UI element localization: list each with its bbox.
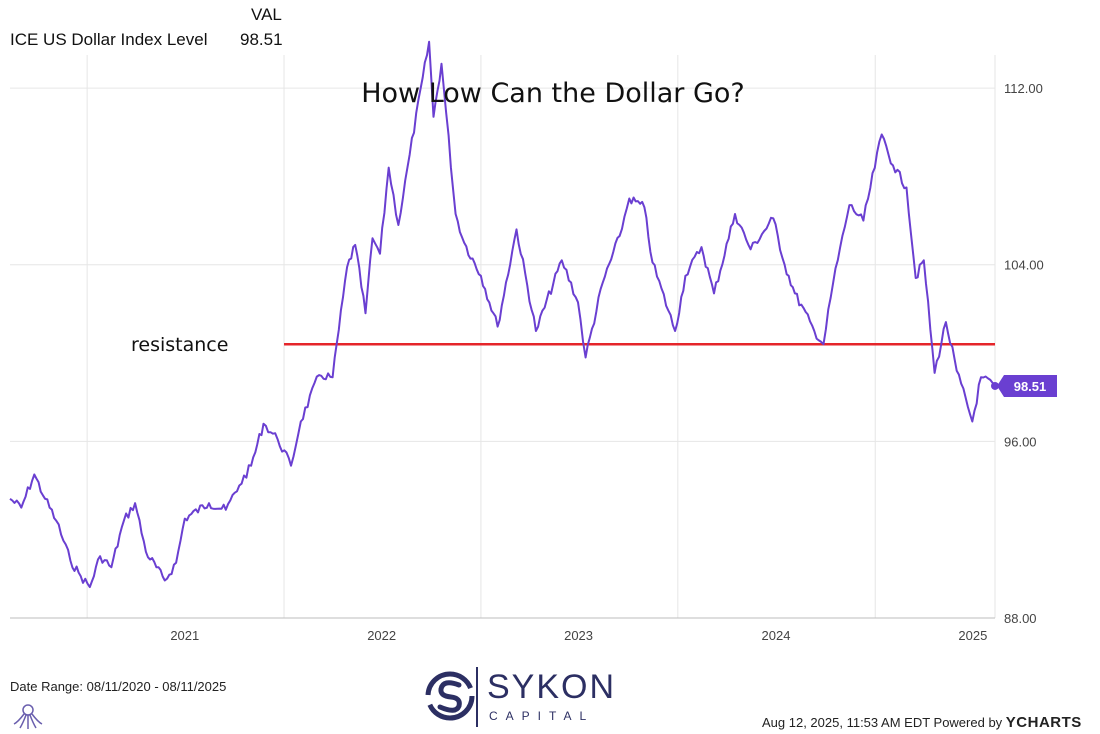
logo-subtitle: CAPITAL <box>489 709 595 723</box>
y-tick-label: 112.00 <box>1004 81 1043 96</box>
legend-column-header: VAL <box>251 5 282 24</box>
sykon-s-icon <box>425 671 475 721</box>
x-tick-labels: 2021 2022 2023 2024 2025 <box>170 628 987 643</box>
x-tick-label: 2021 <box>170 628 199 643</box>
y-tick-label: 88.00 <box>1004 611 1037 626</box>
footer-timestamp: Aug 12, 2025, 11:53 AM EDT Powered by <box>762 715 1003 730</box>
x-tick-label: 2025 <box>958 628 987 643</box>
series-line-dollar-index <box>9 40 996 589</box>
logo-name: SYKON <box>487 668 617 706</box>
ycharts-brand: YCHARTS <box>1005 714 1082 731</box>
y-tick-label: 104.00 <box>1004 258 1044 273</box>
x-tick-label: 2022 <box>367 628 396 643</box>
x-tick-label: 2024 <box>762 628 791 643</box>
y-tick-label: 96.00 <box>1004 434 1037 449</box>
squid-icon <box>13 704 43 729</box>
last-value-marker: 98.51 <box>991 374 1057 397</box>
x-tick-label: 2023 <box>564 628 593 643</box>
legend-series-name: ICE US Dollar Index Level <box>10 30 208 49</box>
last-value-badge <box>997 374 1057 397</box>
legend-series-value: 98.51 <box>240 30 283 49</box>
chart-title: How Low Can the Dollar Go? <box>361 78 745 109</box>
footer-attribution: Aug 12, 2025, 11:53 AM EDT Powered by YC… <box>762 714 1082 731</box>
y-tick-labels: 88.00 96.00 104.00 112.00 <box>1004 81 1044 626</box>
date-range-text: Date Range: 08/11/2020 - 08/11/2025 <box>10 679 227 694</box>
last-value-badge-text: 98.51 <box>1014 379 1047 394</box>
logo-divider <box>476 667 478 727</box>
resistance-label: resistance <box>131 334 228 356</box>
last-value-dot <box>991 381 999 390</box>
sykon-capital-logo: SYKON CAPITAL <box>425 665 625 727</box>
